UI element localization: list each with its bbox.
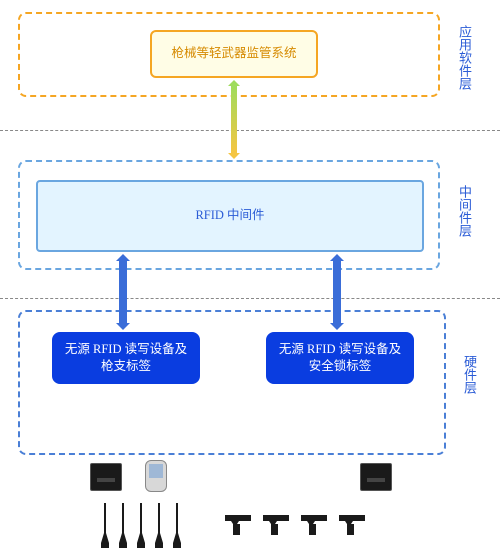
node-hwr-text: 无源 RFID 读写设备及安全锁标签 — [275, 341, 405, 376]
node-hw-lock-tag: 无源 RFID 读写设备及安全锁标签 — [266, 332, 414, 384]
handheld-device-icon — [145, 460, 167, 492]
layer-middle-label: 中间件层 — [455, 185, 474, 237]
rifle-icon — [118, 503, 128, 548]
arrow-0 — [228, 80, 240, 159]
node-middleware: RFID 中间件 — [36, 180, 424, 252]
rifle-icon — [154, 503, 164, 548]
node-hw-gun-tag: 无源 RFID 读写设备及枪支标签 — [52, 332, 200, 384]
rifle-icon — [172, 503, 182, 548]
reader-device-icon — [90, 463, 122, 491]
layer-hw-label: 硬件层 — [460, 355, 479, 394]
arrow-2 — [330, 254, 344, 330]
rifle-icon — [100, 503, 110, 548]
node-app-system: 枪械等轻武器监管系统 — [150, 30, 318, 78]
node-hwl-text: 无源 RFID 读写设备及枪支标签 — [61, 341, 191, 376]
divider-2 — [0, 298, 500, 299]
reader-device-icon — [360, 463, 392, 491]
divider-1 — [0, 130, 500, 131]
node-mid-text: RFID 中间件 — [195, 207, 264, 225]
arrow-1 — [116, 254, 130, 330]
node-app-text: 枪械等轻武器监管系统 — [171, 45, 296, 63]
pistol-icon — [263, 513, 293, 535]
rifle-icon — [136, 503, 146, 548]
pistol-icon — [339, 513, 369, 535]
layer-app-label: 应用软件层 — [455, 25, 474, 90]
pistol-icon — [301, 513, 331, 535]
pistol-icon — [225, 513, 255, 535]
